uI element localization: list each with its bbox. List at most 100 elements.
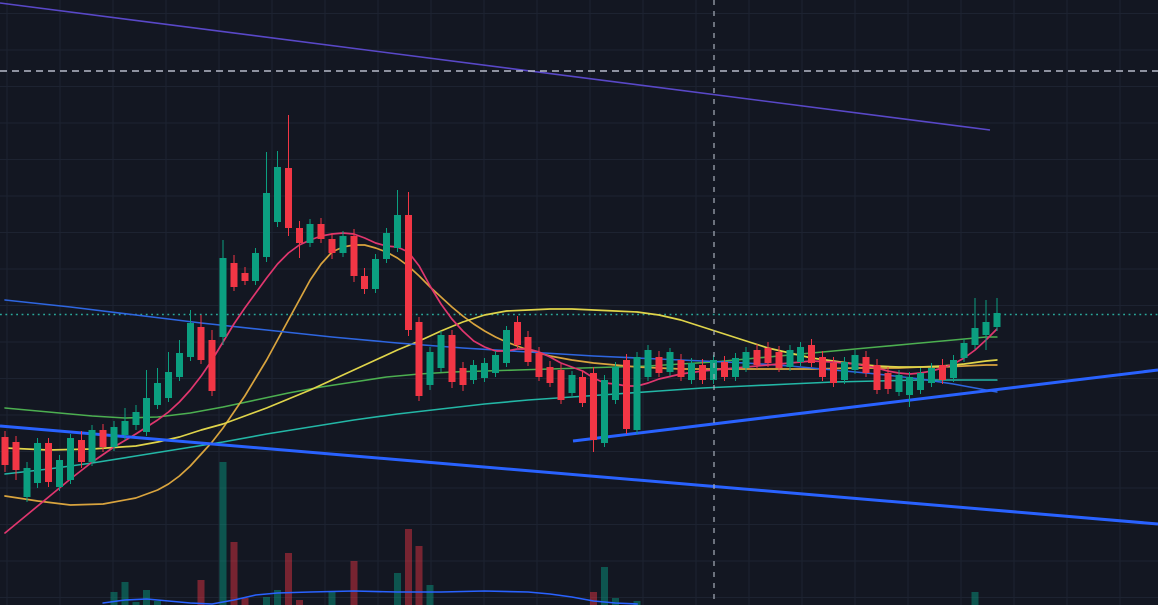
candle-down [753,344,761,369]
candle-up [786,345,794,371]
candle-down [361,268,369,294]
candle-up [960,339,968,362]
candle-down [622,354,630,434]
candle-down [579,371,587,407]
candle-up [851,350,859,374]
candle-up [470,360,478,384]
candle-up [971,298,979,349]
volume-bar [404,529,412,605]
candle-down [295,221,303,258]
candle-down [328,233,336,259]
candle-up [611,362,619,404]
candle-up [492,351,499,377]
candle-up [644,345,652,381]
volume-ma-line [102,590,639,605]
candle-down [197,315,205,364]
ma-yellow-line [4,308,998,451]
candle-up [219,240,227,345]
candle-down [45,438,53,487]
candle-down [317,218,325,243]
candle-up [666,348,674,376]
candle-down [350,229,358,282]
volume-bar [274,590,281,605]
candle-down [819,351,826,381]
purple-descending-trendline[interactable] [0,2,991,131]
candle-up [731,353,739,381]
candle-up [393,190,401,252]
candle-down [1,431,9,472]
volume-bar [241,598,249,605]
candle-up [949,355,957,382]
volume-bar [263,597,271,605]
candle-up [121,408,129,440]
volume-bars [110,462,979,605]
candlesticks [1,115,1001,502]
volume-bar [590,592,598,605]
candle-up [143,370,151,436]
blue-trendlines[interactable] [0,368,1158,526]
volume-bar [611,598,619,605]
volume-bar [971,592,979,605]
candle-down [546,361,554,387]
candle-up [906,372,914,407]
candle-up [110,421,118,451]
candle-down [524,331,532,366]
candle-up [742,347,750,372]
volume-bar [426,585,434,605]
volume-bar [219,462,227,605]
candle-down [775,346,783,372]
candle-down [415,317,423,401]
candle-down [208,330,216,396]
candle-up [132,405,140,430]
volume-bar [110,592,118,605]
blue-descending-trendline[interactable] [0,424,1158,526]
candle-up [66,434,74,484]
candle-up [633,352,641,434]
candle-down [459,362,467,391]
volume-bar [415,546,423,605]
ma-orange-line [4,244,998,506]
candle-up [383,228,390,263]
candle-up [274,151,281,227]
volume-bar [350,561,358,605]
ma-green-line [4,336,998,419]
candle-down [241,267,249,285]
ma-teal-line [4,379,998,475]
candle-up [252,248,260,285]
volume-bar [132,602,140,605]
candle-up [339,231,347,257]
horizontal-price-lines[interactable] [0,70,1158,316]
candle-up [56,455,63,491]
volume-bar [601,567,608,605]
volume-bar [230,542,238,605]
candle-down [764,342,772,367]
candle-up [186,310,194,361]
volume-bar [393,573,401,605]
volume-bar [295,600,303,605]
volume-ma-line [102,590,639,605]
candle-up [306,219,314,247]
candle-up [165,352,172,402]
volume-bar [284,553,292,605]
candle-up [175,340,183,381]
candle-down [404,192,412,336]
candle-down [677,354,685,381]
volume-bar [154,601,162,605]
purple-trendline[interactable] [0,2,991,131]
candle-up [263,152,271,262]
candle-down [535,347,543,381]
candle-down [720,356,728,381]
candle-down [938,359,946,384]
candle-down [873,359,881,394]
candle-down [829,357,837,387]
candle-up [437,331,445,372]
blue-ascending-trendline[interactable] [572,368,1158,443]
volume-bar [197,580,205,605]
candle-up [993,298,1001,331]
candle-up [797,342,805,366]
candle-up [481,358,489,382]
candle-up [928,363,935,387]
